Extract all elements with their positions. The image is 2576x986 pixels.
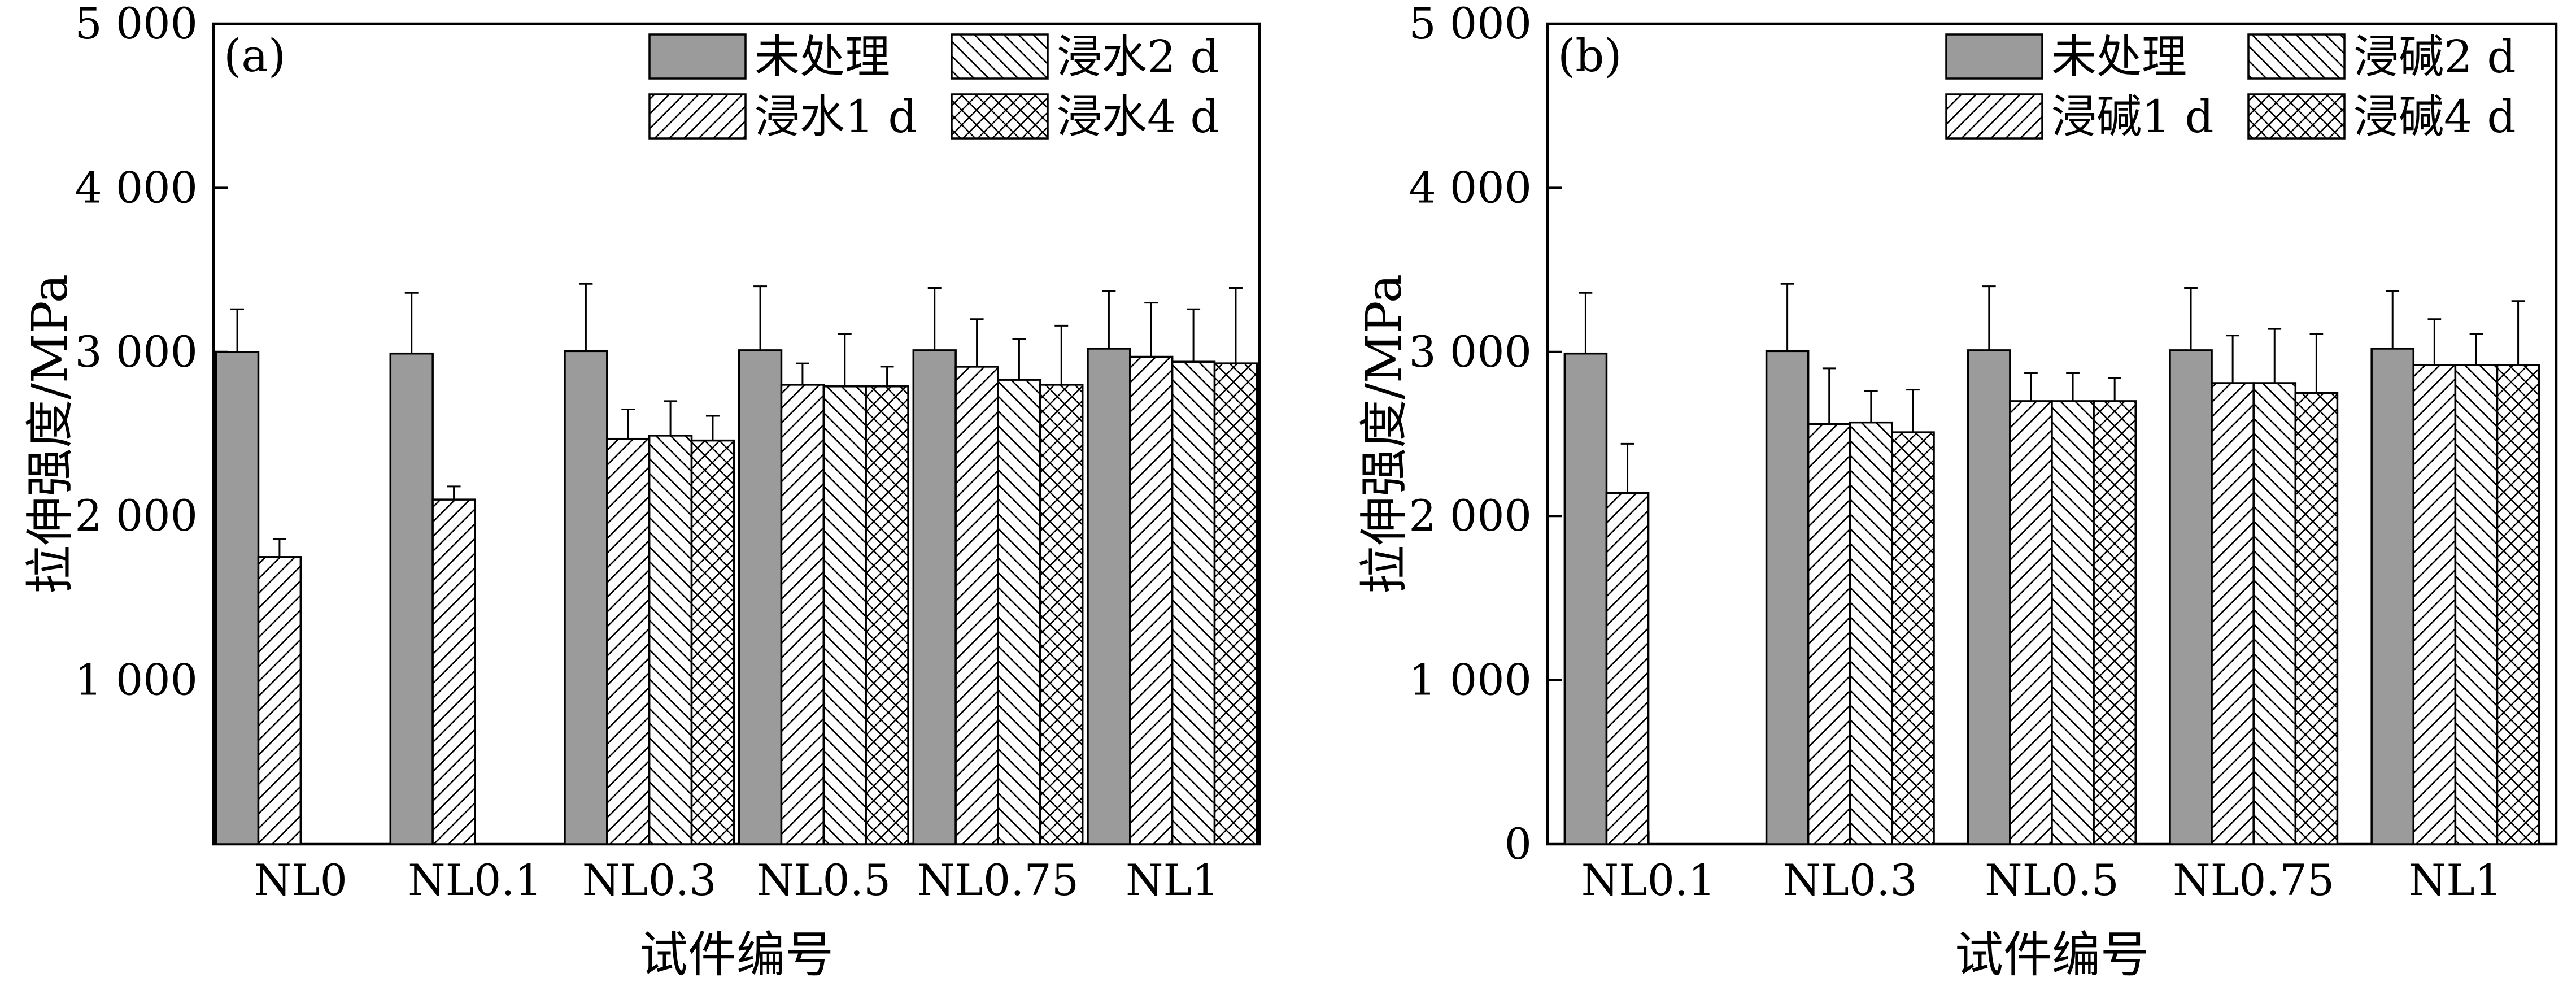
bar-crosshatch xyxy=(2294,392,2339,845)
bar-diag-down xyxy=(822,385,867,845)
y-tick-label: 2 000 xyxy=(1409,490,1532,541)
y-tick-label: 4 000 xyxy=(1409,162,1532,212)
bar-diag-up xyxy=(257,556,302,845)
bar-diag-up xyxy=(954,366,999,845)
bar-solid-gray xyxy=(389,352,434,845)
bar-solid-gray xyxy=(1967,349,2011,845)
bar-crosshatch xyxy=(865,385,909,845)
y-axis-title: 拉伸强度/MPa xyxy=(22,274,79,594)
legend-label: 浸水4 d xyxy=(1057,90,1219,143)
legend-swatch xyxy=(1945,33,2043,80)
bar-diag-down xyxy=(997,379,1041,845)
bar-crosshatch xyxy=(2496,364,2540,845)
x-axis-title: 试件编号 xyxy=(639,927,834,983)
bar-diag-up xyxy=(431,498,476,845)
bar-solid-gray xyxy=(2370,348,2415,845)
y-tick-label: 5 000 xyxy=(1409,0,1532,49)
legend-label: 浸碱4 d xyxy=(2353,90,2516,143)
y-tick-label: 3 000 xyxy=(75,327,198,377)
bar-diag-up xyxy=(2412,364,2457,845)
plot-frame xyxy=(212,22,1261,846)
legend-swatch xyxy=(648,33,747,80)
bar-diag-up xyxy=(2009,400,2053,845)
legend-label: 浸碱2 d xyxy=(2353,31,2516,83)
bar-diag-up xyxy=(2211,382,2255,845)
x-tick-label: NL0.75 xyxy=(917,855,1079,905)
legend-swatch xyxy=(648,93,747,140)
x-tick-label: NL1 xyxy=(1126,855,1219,905)
legend-label: 浸碱1 d xyxy=(2051,90,2214,143)
legend-swatch xyxy=(951,93,1049,140)
bar-crosshatch xyxy=(2093,400,2137,845)
bar-solid-gray xyxy=(912,349,957,845)
legend-label: 浸水1 d xyxy=(755,90,917,143)
legend-label: 未处理 xyxy=(755,31,890,83)
panel-b: 0 1 000 2 000 3 000 4 000 5 000 NL0.1 NL0.3 NL0.… xyxy=(1356,0,2558,983)
bar-diag-up xyxy=(780,384,825,845)
x-tick-label: NL0.5 xyxy=(756,855,891,905)
x-tick-label: NL0.3 xyxy=(1783,855,1917,905)
bar-diag-down xyxy=(2252,382,2297,845)
bar-crosshatch xyxy=(690,439,735,845)
bar-solid-gray xyxy=(215,351,260,845)
y-tick-label: 1 000 xyxy=(1409,655,1532,705)
x-tick-label: NL1 xyxy=(2409,855,2502,905)
y-tick-label: 4 000 xyxy=(75,162,198,212)
bar-diag-down xyxy=(648,435,693,845)
x-tick-label: NL0.5 xyxy=(1985,855,2119,905)
panel-label: (a) xyxy=(224,29,286,82)
legend-swatch xyxy=(2247,93,2346,140)
legend-swatch xyxy=(1945,93,2043,140)
y-axis-title: 拉伸强度/MPa xyxy=(1356,274,1413,594)
bar-crosshatch xyxy=(1891,431,1935,845)
panel-label: (b) xyxy=(1558,29,1622,82)
bar-crosshatch xyxy=(1039,384,1084,845)
x-tick-label: NL0.3 xyxy=(582,855,717,905)
y-tick-label: 2 000 xyxy=(75,490,198,541)
bar-diag-up xyxy=(1129,355,1174,845)
bar-diag-down xyxy=(2454,364,2499,845)
y-tick-label: 3 000 xyxy=(1409,327,1532,377)
y-tick-label: 1 000 xyxy=(75,655,198,705)
legend-label: 未处理 xyxy=(2051,31,2187,83)
bar-diag-up xyxy=(606,437,651,845)
x-tick-label: NL0.1 xyxy=(408,855,542,905)
legend-swatch xyxy=(951,33,1049,80)
bar-solid-gray xyxy=(738,349,783,845)
bar-diag-down xyxy=(1171,360,1216,845)
bar-diag-up xyxy=(1605,492,1650,845)
x-tick-label: NL0 xyxy=(254,855,347,905)
legend-swatch xyxy=(2247,33,2346,80)
bar-diag-up xyxy=(1807,423,1851,845)
bar-diag-down xyxy=(1849,421,1893,845)
bar-solid-gray xyxy=(2169,349,2213,845)
bar-solid-gray xyxy=(564,350,608,845)
x-tick-label: NL0.75 xyxy=(2173,855,2334,905)
bar-diag-down xyxy=(2051,400,2095,845)
legend-label: 浸水2 d xyxy=(1057,31,1219,83)
panel-a: 1 000 2 000 3 000 4 000 5 000 NL0 NL0.1 NL0.3 NL… xyxy=(22,0,1261,983)
bar-crosshatch xyxy=(1213,362,1258,845)
bar-solid-gray xyxy=(1563,352,1608,845)
x-axis-title: 试件编号 xyxy=(1955,927,2149,983)
bar-solid-gray xyxy=(1765,350,1810,845)
bar-solid-gray xyxy=(1087,348,1131,845)
x-tick-label: NL0.1 xyxy=(1581,855,1716,905)
y-tick-label: 5 000 xyxy=(75,0,198,49)
y-tick-label: 0 xyxy=(1505,819,1532,869)
